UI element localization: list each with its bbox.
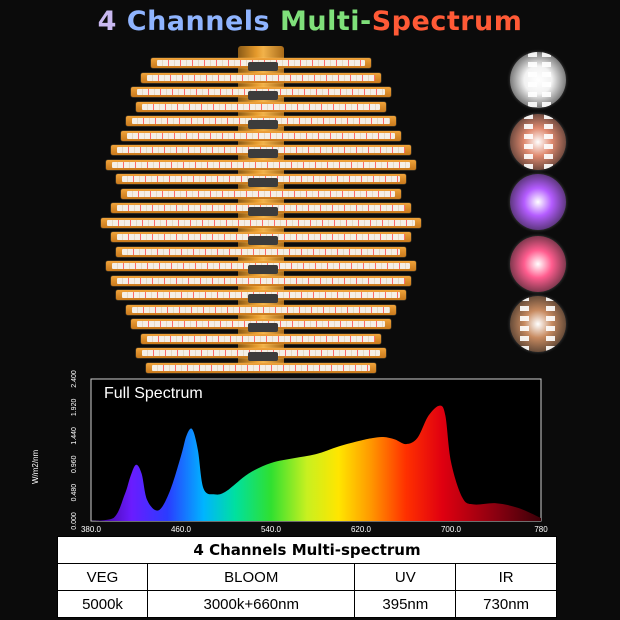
page-title: 4 Channels Multi-Spectrum bbox=[0, 6, 620, 37]
spec-table-title: 4 Channels Multi-spectrum bbox=[57, 536, 557, 564]
thumbnail-white bbox=[510, 52, 566, 108]
led-fixture-image bbox=[0, 0, 421, 380]
spec-header-uv: UV bbox=[354, 563, 457, 591]
x-tick-label: 380.0 bbox=[81, 525, 102, 534]
fixture-driver bbox=[248, 120, 278, 129]
spec-header-veg: VEG bbox=[56, 563, 149, 591]
thumbnail-warm-red bbox=[510, 114, 566, 170]
thumbnail-uv bbox=[510, 174, 566, 230]
spec-header-bloom: BLOOM bbox=[147, 563, 356, 591]
y-tick-label: 1.440 bbox=[71, 427, 78, 445]
thumbnail-pink bbox=[510, 236, 566, 292]
fixture-driver bbox=[248, 236, 278, 245]
y-tick-label: 2.400 bbox=[71, 370, 78, 388]
x-axis-ticks: 380.0 460.0 540.0 620.0 700.0 780 bbox=[81, 525, 548, 534]
x-tick-label: 540.0 bbox=[261, 525, 282, 534]
fixture-driver bbox=[248, 91, 278, 100]
title-segment: Spectrum bbox=[371, 6, 523, 37]
title-segment: Channels bbox=[126, 6, 281, 37]
title-segment: Multi- bbox=[280, 6, 372, 37]
fixture-bar bbox=[106, 159, 416, 170]
fixture-bar bbox=[116, 246, 406, 257]
fixture-driver bbox=[248, 62, 278, 71]
fixture-bar bbox=[121, 188, 401, 199]
spectrum-area bbox=[91, 405, 541, 521]
spec-value-ir: 730nm bbox=[455, 590, 557, 618]
fixture-bar bbox=[136, 101, 386, 112]
y-tick-label: 0.480 bbox=[71, 484, 78, 502]
fixture-bar bbox=[111, 275, 411, 286]
spec-table: 4 Channels Multi-spectrum VEG BLOOM UV I… bbox=[56, 536, 557, 618]
y-axis-label: W/m2/nm bbox=[31, 449, 40, 484]
y-axis-ticks: 0.000 0.480 0.960 1.440 1.920 2.400 bbox=[71, 370, 78, 530]
fixture-driver bbox=[248, 323, 278, 332]
fixture-driver bbox=[248, 294, 278, 303]
fixture-driver bbox=[248, 149, 278, 158]
fixture-bar bbox=[146, 362, 376, 373]
spec-value-veg: 5000k bbox=[56, 590, 149, 618]
spec-value-uv: 395nm bbox=[354, 590, 457, 618]
fixture-bar bbox=[126, 304, 396, 315]
fixture-bar bbox=[101, 217, 421, 228]
fixture-driver bbox=[248, 265, 278, 274]
x-tick-label: 780 bbox=[534, 525, 548, 534]
fixture-driver bbox=[248, 352, 278, 361]
fixture-driver bbox=[248, 178, 278, 187]
spectrum-chart: Full Spectrum W/m2/nm 380.0 460.0 540.0 620… bbox=[31, 370, 548, 534]
fixture-bar bbox=[141, 72, 381, 83]
fixture-driver bbox=[248, 207, 278, 216]
spec-header-ir: IR bbox=[455, 563, 557, 591]
chart-title: Full Spectrum bbox=[104, 385, 203, 402]
fixture-bar bbox=[141, 333, 381, 344]
thumbnail-mixed bbox=[510, 296, 566, 352]
title-segment: 4 bbox=[97, 6, 127, 37]
x-tick-label: 700.0 bbox=[441, 525, 462, 534]
x-tick-label: 460.0 bbox=[171, 525, 192, 534]
y-tick-label: 0.000 bbox=[71, 512, 78, 530]
x-tick-label: 620.0 bbox=[351, 525, 372, 534]
spec-value-bloom: 3000k+660nm bbox=[147, 590, 356, 618]
y-tick-label: 0.960 bbox=[71, 455, 78, 473]
y-tick-label: 1.920 bbox=[71, 399, 78, 417]
fixture-bar bbox=[121, 130, 401, 141]
